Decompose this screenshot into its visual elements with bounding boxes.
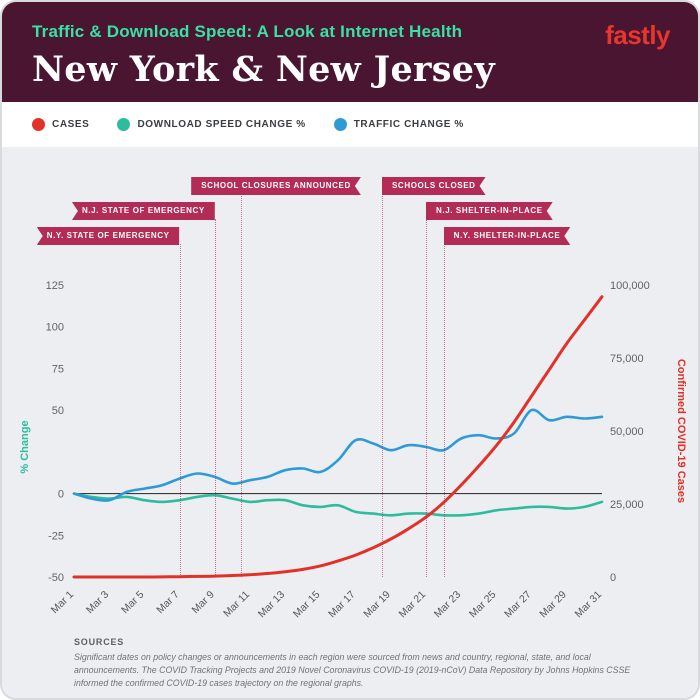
legend-label: CASES [52, 119, 90, 130]
chart-legend: CASES DOWNLOAD SPEED CHANGE % TRAFFIC CHAN… [2, 102, 698, 147]
line-chart: 125 100 75 50 0 -25 -50 100,000 75,000 50,000 25,0… [19, 280, 687, 621]
legend-item: DOWNLOAD SPEED CHANGE % [117, 118, 305, 131]
svg-text:Mar 17: Mar 17 [326, 589, 358, 621]
series-cases [72, 295, 604, 579]
svg-text:50: 50 [52, 405, 64, 417]
header-subtitle: Traffic & Download Speed: A Look at Inte… [32, 22, 463, 41]
legend-dot [333, 118, 347, 131]
page-title: New York & New Jersey [32, 49, 495, 90]
svg-text:Mar 1: Mar 1 [49, 589, 77, 617]
sources-heading: SOURCES [74, 637, 125, 647]
legend-dot [32, 118, 45, 131]
svg-text:125: 125 [46, 280, 64, 292]
svg-text:% Change: % Change [19, 420, 31, 473]
series-download-speed-change- [72, 492, 604, 517]
sources-section: SOURCES Significant dates on policy chan… [2, 627, 698, 698]
svg-text:Mar 9: Mar 9 [189, 589, 217, 617]
svg-text:Mar 19: Mar 19 [361, 589, 393, 621]
svg-text:75,000: 75,000 [610, 353, 644, 365]
svg-text:100: 100 [46, 322, 64, 334]
svg-text:-25: -25 [48, 530, 64, 542]
fastly-logo: fastly [605, 20, 670, 50]
sources-text: Significant dates on policy changes or a… [74, 652, 631, 689]
svg-text:75: 75 [52, 363, 64, 375]
legend-dot [117, 118, 131, 131]
series-traffic-change- [72, 408, 604, 502]
svg-text:Mar 5: Mar 5 [119, 589, 147, 617]
svg-text:Mar 15: Mar 15 [291, 589, 323, 621]
svg-text:Mar 31: Mar 31 [573, 589, 605, 621]
svg-text:Confirmed COVID-19 Cases: Confirmed COVID-19 Cases [675, 359, 687, 503]
svg-text:Mar 7: Mar 7 [154, 589, 182, 617]
svg-text:-50: -50 [48, 572, 64, 584]
svg-text:50,000: 50,000 [610, 426, 644, 438]
chart-area: 125 100 75 50 0 -25 -50 100,000 75,000 50,000 25,0… [2, 147, 698, 627]
svg-text:Mar 21: Mar 21 [397, 589, 429, 621]
svg-text:Mar 27: Mar 27 [502, 589, 534, 621]
svg-text:Mar 23: Mar 23 [432, 589, 464, 621]
svg-text:0: 0 [58, 489, 64, 501]
header: Traffic & Download Speed: A Look at Inte… [2, 2, 698, 102]
svg-text:0: 0 [610, 572, 616, 584]
svg-text:Mar 13: Mar 13 [256, 589, 288, 621]
svg-text:Mar 29: Mar 29 [537, 589, 569, 621]
legend-item: CASES [32, 118, 89, 131]
svg-text:25,000: 25,000 [610, 499, 644, 511]
header-titles: Traffic & Download Speed: A Look at Inte… [32, 18, 495, 90]
legend-item: TRAFFIC CHANGE % [333, 118, 464, 131]
svg-text:Mar 11: Mar 11 [221, 589, 252, 620]
legend-label: DOWNLOAD SPEED CHANGE % [137, 119, 306, 130]
svg-text:Mar 25: Mar 25 [467, 589, 499, 621]
legend-label: TRAFFIC CHANGE % [353, 119, 464, 130]
svg-text:100,000: 100,000 [610, 280, 650, 292]
svg-text:Mar 3: Mar 3 [84, 589, 112, 617]
